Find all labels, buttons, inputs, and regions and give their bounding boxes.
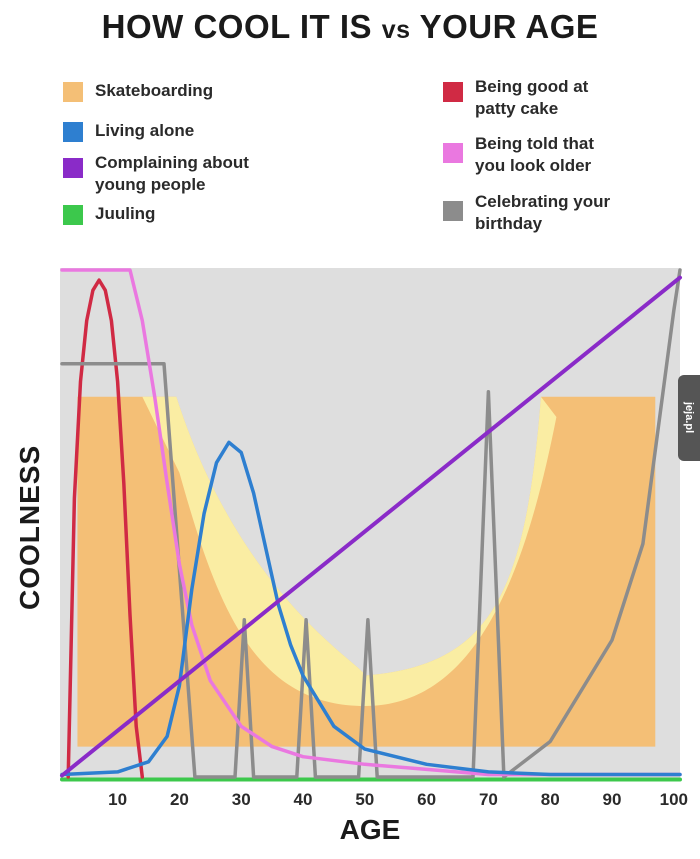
x-tick-label: 40 xyxy=(293,790,313,809)
x-tick-label: 10 xyxy=(108,790,128,809)
x-tick-label: 20 xyxy=(169,790,189,809)
legend-swatch xyxy=(443,143,463,163)
chart-title: HOW COOL IT IS vs YOUR AGE xyxy=(101,8,599,45)
legend-item-birthday: Celebrating your birthday xyxy=(443,191,610,235)
x-tick-label: 50 xyxy=(355,790,375,809)
legend-item-complaining: Complaining about young people xyxy=(63,152,249,196)
legend-item-patty-cake: Being good at patty cake xyxy=(443,76,588,120)
legend-item-told-older: Being told that you look older xyxy=(443,133,594,177)
series-layer xyxy=(60,268,682,782)
legend-swatch xyxy=(63,158,83,178)
legend-item-living-alone: Living alone xyxy=(63,120,194,142)
series-line-being-told-that-you-look-older xyxy=(60,268,682,777)
series-line-living-alone xyxy=(60,440,682,777)
watermark-logo: jeja.pl xyxy=(678,375,700,461)
x-tick-label: 80 xyxy=(540,790,560,809)
legend-swatch xyxy=(63,205,83,225)
x-tick-label: 70 xyxy=(478,790,498,809)
legend-item-juuling: Juuling xyxy=(63,203,155,225)
legend-swatch xyxy=(443,201,463,221)
legend-item-skateboarding: Skateboarding xyxy=(63,80,213,102)
x-tick-label: 90 xyxy=(602,790,622,809)
series-line-being-good-at-patty-cake xyxy=(66,278,145,779)
series-line-celebrating-your-birthday xyxy=(60,268,682,779)
x-tick-label: 100 xyxy=(659,790,688,809)
series-line-complaining-about-young-people xyxy=(60,275,682,778)
x-tick-label: 60 xyxy=(417,790,437,809)
legend-swatch xyxy=(443,82,463,102)
x-axis-label: AGE xyxy=(339,814,401,845)
x-tick-label: 30 xyxy=(231,790,251,809)
legend-swatch xyxy=(63,82,83,102)
legend-swatch xyxy=(63,122,83,142)
y-axis-label: COOLNESS xyxy=(14,444,45,610)
skateboard-ramp xyxy=(77,396,656,747)
